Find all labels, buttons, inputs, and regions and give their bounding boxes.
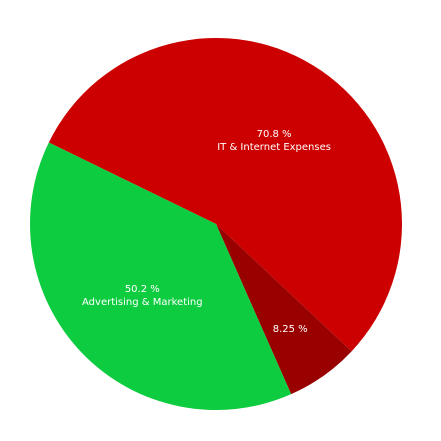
slice-label-1: 8.25 % bbox=[273, 324, 308, 335]
pie-slice-1 bbox=[216, 224, 352, 395]
slice-label-2: 50.2 % Advertising & Marketing bbox=[82, 284, 203, 308]
pie-slice-0 bbox=[48, 38, 402, 352]
slice-value-label: 50.2 % bbox=[125, 284, 160, 295]
slice-value-label: 8.25 % bbox=[273, 324, 308, 335]
slice-category-label: IT & Internet Expenses bbox=[217, 142, 331, 153]
slice-category-label: Advertising & Marketing bbox=[82, 297, 203, 308]
pie-slice-2 bbox=[29, 142, 292, 410]
slice-label-0: 70.8 % IT & Internet Expenses bbox=[217, 129, 331, 153]
slice-value-label: 70.8 % bbox=[257, 129, 292, 140]
